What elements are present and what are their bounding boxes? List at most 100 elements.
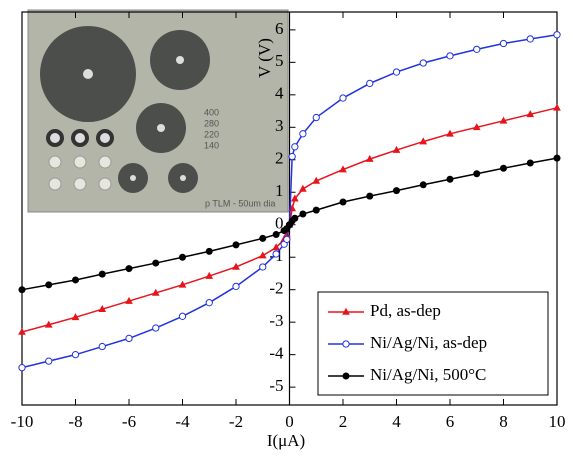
y-tick-label: -5 xyxy=(269,376,283,395)
inset-dot xyxy=(130,175,136,181)
data-point xyxy=(179,254,186,261)
data-point xyxy=(153,325,159,331)
data-point xyxy=(99,343,105,349)
x-tick-label: 6 xyxy=(446,412,455,431)
page: {"chart_data": {"type": "line", "x_label… xyxy=(0,0,573,465)
inset-label: 400 xyxy=(204,107,219,117)
data-point xyxy=(291,215,298,222)
inset-label: p TLM - 50um dia xyxy=(205,198,275,208)
y-tick-label: 6 xyxy=(275,19,284,38)
data-point xyxy=(420,60,426,66)
data-point xyxy=(45,281,52,288)
y-axis-label: V (V) xyxy=(255,38,274,78)
legend-label: Ni/Ag/Ni, 500°C xyxy=(370,365,486,384)
x-axis-label: I(μA) xyxy=(267,431,305,450)
x-tick-label: 10 xyxy=(549,412,566,431)
y-tick-label: -3 xyxy=(269,311,283,330)
data-point xyxy=(393,187,400,194)
data-point xyxy=(99,271,106,278)
x-tick-label: 2 xyxy=(339,412,348,431)
inset-ring xyxy=(98,131,112,145)
data-point xyxy=(313,207,320,214)
data-point xyxy=(233,241,240,248)
legend-marker xyxy=(343,341,349,347)
inset-dot xyxy=(180,175,186,181)
inset-label: 280 xyxy=(204,118,219,128)
inset-dot xyxy=(176,56,184,64)
data-point xyxy=(292,144,298,150)
inset-dot xyxy=(74,178,86,190)
x-tick-label: -6 xyxy=(122,412,136,431)
data-point xyxy=(474,46,480,52)
data-point xyxy=(289,153,295,159)
data-point xyxy=(300,131,306,137)
data-point xyxy=(340,199,347,206)
y-tick-label: 2 xyxy=(275,149,284,168)
data-point xyxy=(299,185,307,192)
legend-label: Ni/Ag/Ni, as-dep xyxy=(370,333,487,352)
data-point xyxy=(19,364,25,370)
data-point xyxy=(500,165,507,172)
x-tick-label: -8 xyxy=(68,412,82,431)
y-tick-label: 1 xyxy=(275,181,284,200)
data-point xyxy=(72,352,78,358)
data-point xyxy=(420,181,427,188)
y-tick-label: -4 xyxy=(269,344,284,363)
chart: 400 280 220 140 p TLM - 50um dia I(μA) V… xyxy=(0,0,573,465)
legend: Pd, as-dep Ni/Ag/Ni, as-dep Ni/Ag/Ni, 500°… xyxy=(318,292,548,395)
data-point xyxy=(126,335,132,341)
data-point xyxy=(284,236,290,242)
data-point xyxy=(447,53,453,59)
y-tick-label: 4 xyxy=(275,84,284,103)
data-point xyxy=(554,155,561,162)
x-tick-label: 0 xyxy=(285,412,294,431)
data-point xyxy=(273,251,279,257)
x-tick-label: -4 xyxy=(175,412,190,431)
inset-dot xyxy=(49,156,61,168)
legend-label: Pd, as-dep xyxy=(370,301,441,320)
inset-dot xyxy=(49,178,61,190)
data-point xyxy=(260,264,266,270)
data-point xyxy=(206,300,212,306)
x-tick-label: 8 xyxy=(499,412,508,431)
data-point xyxy=(206,248,213,255)
x-tick-label: -10 xyxy=(11,412,34,431)
inset-ring xyxy=(73,131,87,145)
data-point xyxy=(527,160,534,167)
inset-dot xyxy=(74,156,86,168)
data-point xyxy=(19,286,26,293)
data-point xyxy=(553,104,561,111)
data-point xyxy=(367,80,373,86)
data-point xyxy=(179,313,185,319)
data-point xyxy=(393,69,399,75)
data-point xyxy=(46,358,52,364)
data-point xyxy=(527,36,533,42)
data-point xyxy=(473,170,480,177)
data-point xyxy=(273,231,280,238)
inset-dot xyxy=(99,178,111,190)
data-point xyxy=(233,283,239,289)
data-point xyxy=(313,114,319,120)
data-point xyxy=(366,193,373,200)
inset-dot xyxy=(157,124,165,132)
y-tick-label: 3 xyxy=(275,116,284,135)
data-point xyxy=(299,211,306,218)
inset-ring xyxy=(48,131,62,145)
inset-dot xyxy=(83,69,93,79)
x-tick-label: -2 xyxy=(229,412,243,431)
legend-marker xyxy=(343,373,350,380)
inset-label: 140 xyxy=(204,140,219,150)
data-point xyxy=(554,32,560,38)
y-tick-label: -2 xyxy=(269,279,283,298)
data-point xyxy=(152,260,159,267)
data-point xyxy=(259,235,266,242)
inset-label: 220 xyxy=(204,129,219,139)
data-point xyxy=(259,251,267,258)
data-point xyxy=(72,276,79,283)
y-tick-label: 5 xyxy=(275,51,284,70)
data-point xyxy=(126,265,133,272)
inset-photo: 400 280 220 140 p TLM - 50um dia xyxy=(28,10,288,212)
data-point xyxy=(340,95,346,101)
data-point xyxy=(500,40,506,46)
x-tick-label: 4 xyxy=(392,412,401,431)
